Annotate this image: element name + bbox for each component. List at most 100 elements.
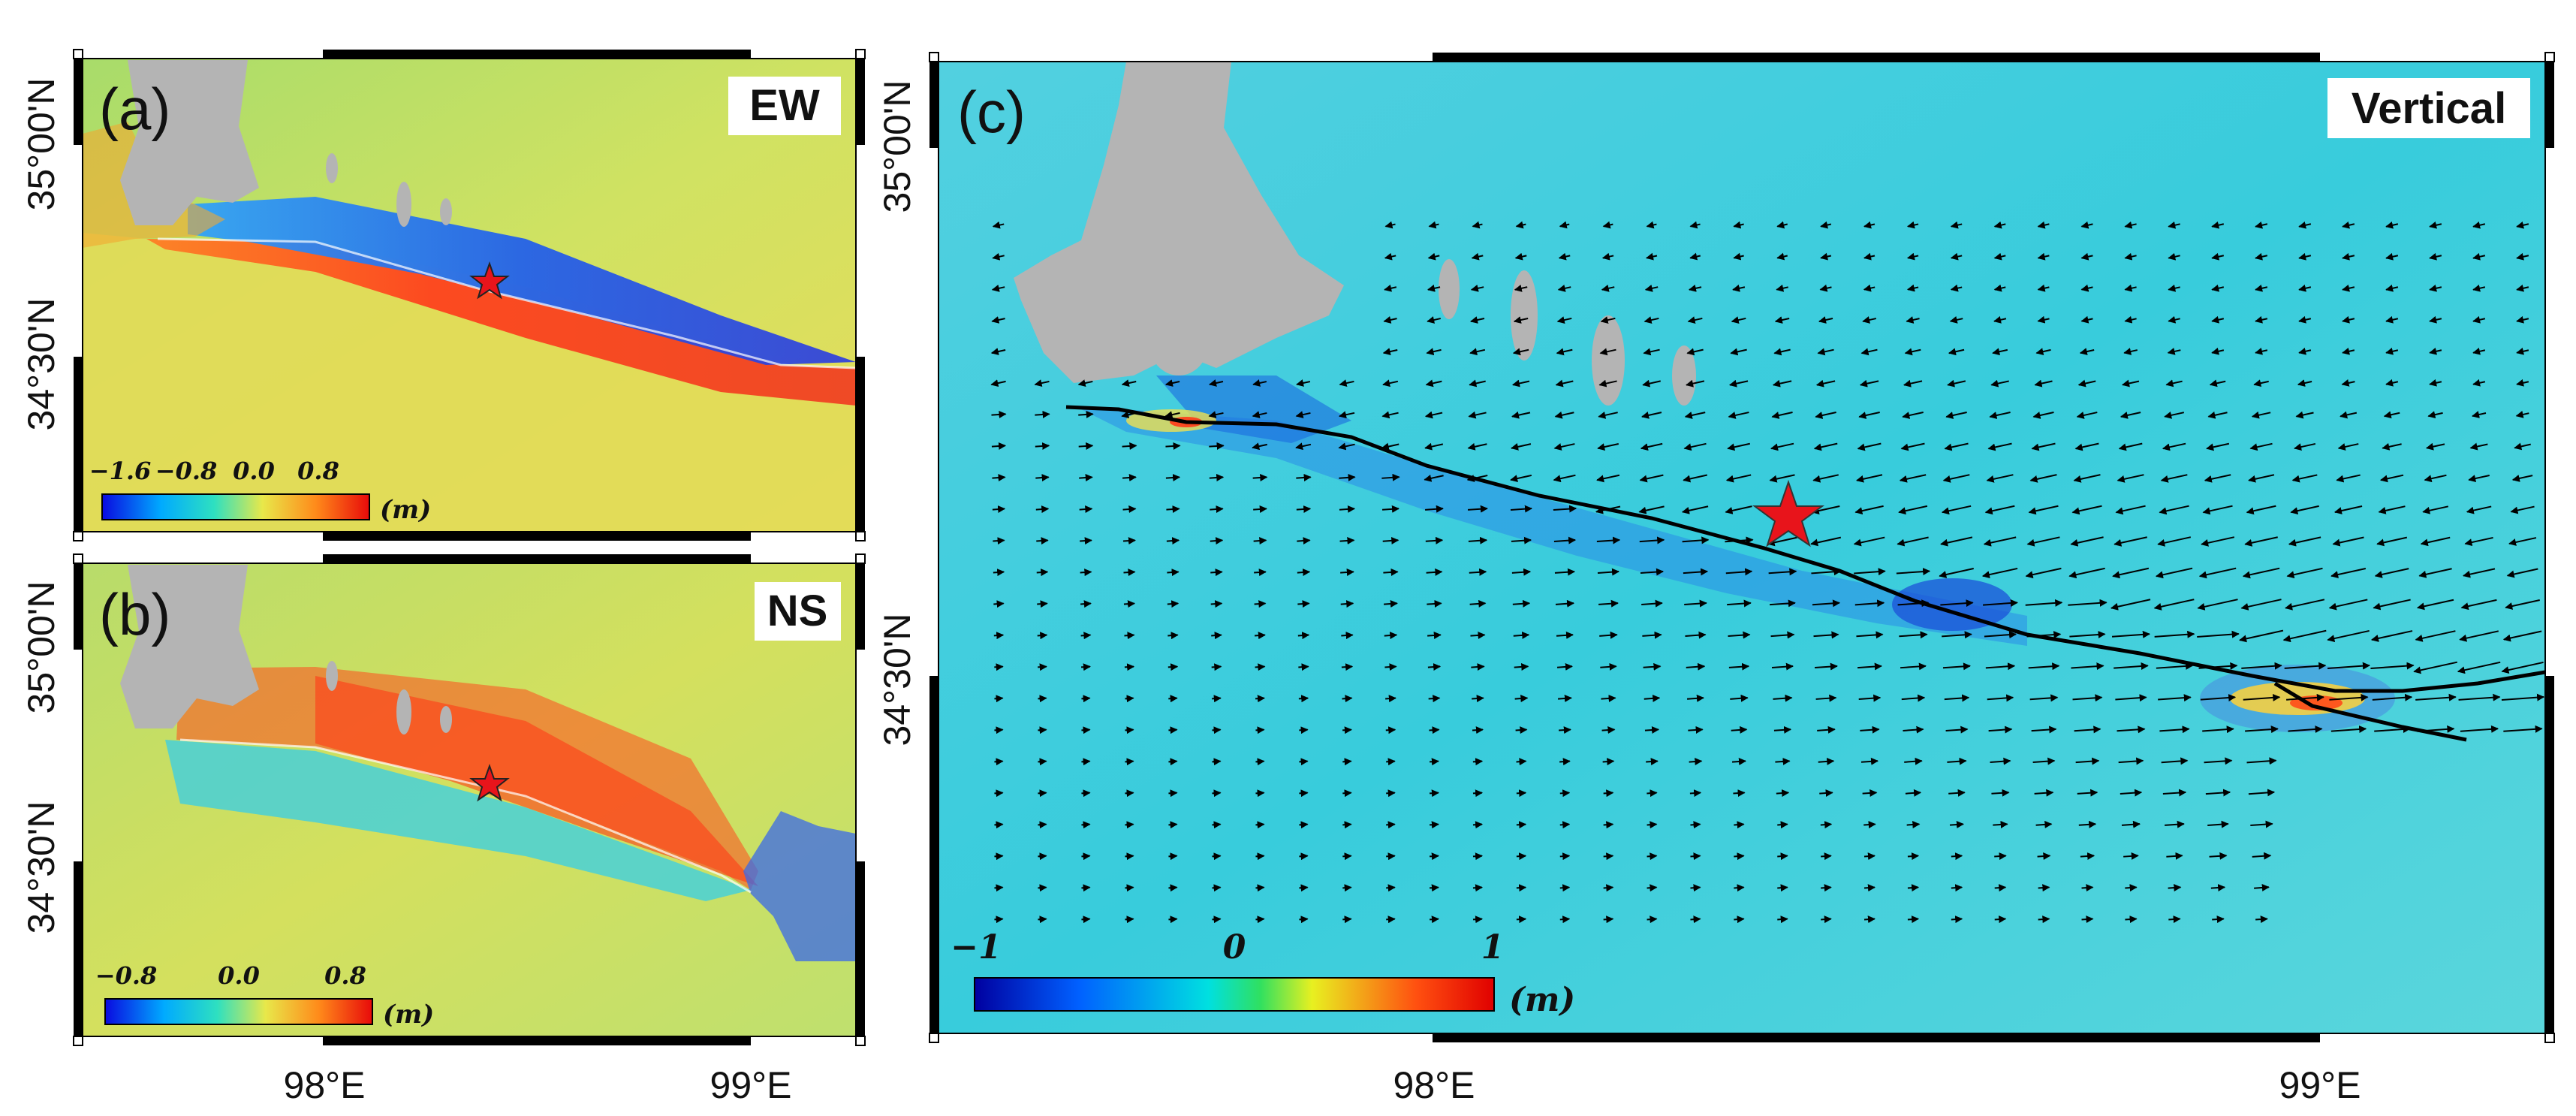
displacement-arrow-icon xyxy=(2076,412,2098,419)
displacement-arrow-icon xyxy=(2429,379,2442,387)
displacement-arrow-icon xyxy=(2472,284,2486,292)
displacement-arrow-icon xyxy=(2339,411,2358,419)
displacement-arrow-icon xyxy=(2329,693,2369,701)
displacement-arrow-icon xyxy=(2117,474,2144,483)
displacement-arrow-icon xyxy=(2209,379,2226,388)
displacement-arrow-icon xyxy=(2251,411,2271,419)
displacement-arrow-icon xyxy=(1297,537,1311,545)
displacement-arrow-icon xyxy=(1689,221,1701,229)
displacement-arrow-icon xyxy=(1385,695,1396,703)
displacement-arrow-icon xyxy=(2038,884,2050,892)
displacement-arrow-icon xyxy=(1733,789,1746,798)
displacement-arrow-icon xyxy=(1252,442,1268,451)
displacement-arrow-icon xyxy=(2379,474,2404,483)
displacement-arrow-icon xyxy=(2327,662,2370,670)
displacement-arrow-icon xyxy=(1947,379,1966,388)
displacement-arrow-icon xyxy=(2284,662,2327,670)
displacement-arrow-icon xyxy=(2201,536,2235,547)
displacement-arrow-icon xyxy=(1728,662,1750,671)
displacement-arrow-icon xyxy=(1121,379,1137,387)
displacement-arrow-icon xyxy=(1384,663,1397,671)
displacement-arrow-icon xyxy=(1684,599,1707,608)
panel-c-lon-tick: 98°E xyxy=(1393,1064,1475,1106)
displacement-arrow-icon xyxy=(2424,474,2447,483)
displacement-arrow-icon xyxy=(1510,505,1532,513)
displacement-arrow-icon xyxy=(1940,599,1974,608)
displacement-arrow-icon xyxy=(1209,379,1224,387)
displacement-arrow-icon xyxy=(1777,852,1788,861)
displacement-arrow-icon xyxy=(1951,852,1963,861)
displacement-arrow-icon xyxy=(1902,412,1924,419)
displacement-arrow-icon xyxy=(2028,662,2060,671)
displacement-arrow-icon xyxy=(1647,915,1658,924)
displacement-arrow-icon xyxy=(1857,662,1882,671)
displacement-arrow-icon xyxy=(1595,505,1621,514)
displacement-arrow-icon xyxy=(2457,661,2501,674)
displacement-arrow-icon xyxy=(2370,662,2415,670)
displacement-arrow-icon xyxy=(1728,412,1749,419)
displacement-arrow-icon xyxy=(1899,474,1927,483)
displacement-arrow-icon xyxy=(1641,412,1662,419)
displacement-arrow-icon xyxy=(2385,221,2399,229)
displacement-arrow-icon xyxy=(994,695,1004,703)
displacement-arrow-icon xyxy=(1733,252,1744,261)
displacement-arrow-icon xyxy=(2168,284,2180,292)
displacement-arrow-icon xyxy=(1815,379,1836,388)
displacement-arrow-icon xyxy=(994,726,1004,734)
displacement-arrow-icon xyxy=(990,348,1006,355)
displacement-arrow-icon xyxy=(1774,316,1790,324)
displacement-arrow-icon xyxy=(1425,505,1444,513)
displacement-arrow-icon xyxy=(1340,600,1354,608)
panel-b-component-box xyxy=(755,582,841,641)
displacement-arrow-icon xyxy=(2516,347,2529,355)
displacement-arrow-icon xyxy=(1516,915,1527,924)
displacement-arrow-icon xyxy=(2328,599,2368,611)
displacement-arrow-icon xyxy=(2385,284,2399,292)
panel-b-lat-tick: 34°30'N xyxy=(20,801,62,934)
displacement-arrow-icon xyxy=(1342,852,1352,861)
displacement-arrow-icon xyxy=(1777,915,1788,924)
displacement-arrow-icon xyxy=(1951,884,1963,892)
displacement-arrow-icon xyxy=(2246,505,2276,515)
displacement-arrow-icon xyxy=(1515,726,1528,734)
displacement-arrow-icon xyxy=(2373,599,2411,611)
displacement-arrow-icon xyxy=(1553,474,1576,483)
displacement-arrow-icon xyxy=(1811,568,1842,576)
displacement-arrow-icon xyxy=(1124,632,1135,640)
panel-b-cb-unit: (m) xyxy=(383,1000,434,1030)
displacement-arrow-icon xyxy=(2202,725,2234,734)
displacement-arrow-icon xyxy=(2114,536,2147,547)
displacement-arrow-icon xyxy=(2516,315,2529,324)
displacement-arrow-icon xyxy=(2032,757,2056,765)
panel-b-component: NS xyxy=(767,587,828,635)
displacement-arrow-icon xyxy=(2501,693,2545,701)
displacement-arrow-icon xyxy=(1297,600,1310,608)
displacement-arrow-icon xyxy=(2028,505,2059,515)
panel-c-fault-trace xyxy=(1065,405,2546,693)
displacement-arrow-icon xyxy=(1725,568,1753,576)
displacement-arrow-icon xyxy=(994,789,1004,798)
displacement-arrow-icon xyxy=(1940,536,1973,547)
displacement-arrow-icon xyxy=(1599,348,1616,356)
displacement-arrow-icon xyxy=(1383,316,1397,324)
displacement-arrow-icon xyxy=(2506,568,2538,578)
displacement-arrow-icon xyxy=(1212,695,1222,703)
displacement-arrow-icon xyxy=(1639,536,1665,544)
displacement-arrow-icon xyxy=(2249,442,2273,451)
displacement-arrow-icon xyxy=(2074,442,2099,451)
displacement-arrow-icon xyxy=(1034,379,1050,388)
displacement-arrow-icon xyxy=(2209,852,2228,860)
displacement-arrow-icon xyxy=(1296,505,1312,513)
displacement-arrow-icon xyxy=(1854,505,1884,515)
displacement-arrow-icon xyxy=(2079,348,2095,355)
displacement-arrow-icon xyxy=(1556,316,1572,324)
displacement-arrow-icon xyxy=(1686,348,1704,356)
displacement-arrow-icon xyxy=(1821,852,1832,861)
displacement-arrow-icon xyxy=(1770,442,1794,451)
displacement-arrow-icon xyxy=(1511,536,1532,544)
displacement-arrow-icon xyxy=(1858,694,1882,702)
displacement-arrow-icon xyxy=(2516,284,2529,292)
displacement-arrow-icon xyxy=(1384,600,1398,608)
displacement-arrow-icon xyxy=(1939,568,1974,578)
displacement-arrow-icon xyxy=(1556,631,1574,639)
